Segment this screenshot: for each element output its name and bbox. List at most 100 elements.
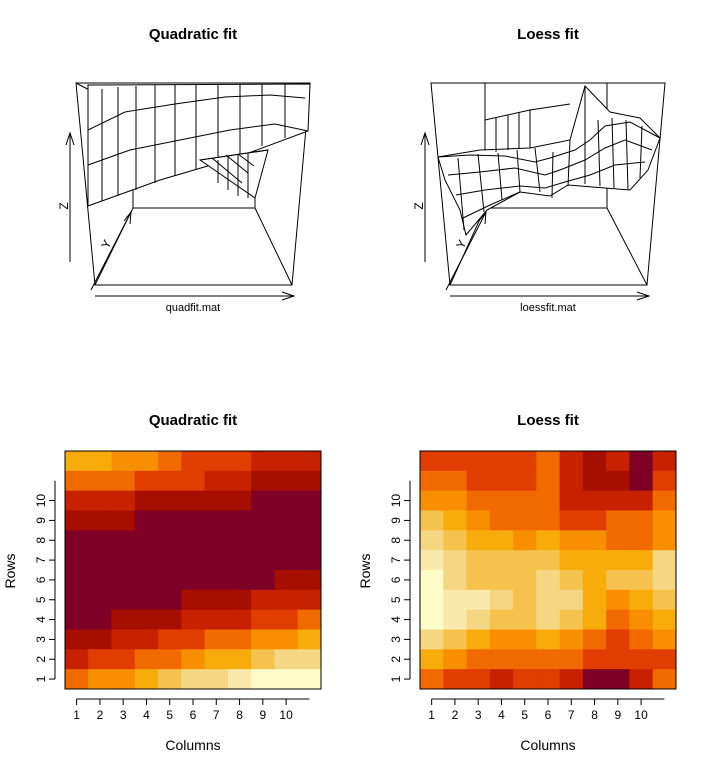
heatmap-cell xyxy=(652,629,677,650)
heatmap-cell xyxy=(443,451,467,472)
heatmap-cell xyxy=(274,629,299,650)
heatmap-cell xyxy=(88,649,112,670)
y-tick-label: 9 xyxy=(389,517,403,524)
heatmap-cell xyxy=(443,550,467,571)
heatmap-cell xyxy=(466,530,491,551)
heatmap-cell xyxy=(582,530,607,551)
heatmap-cell xyxy=(606,629,630,650)
heatmap-cell xyxy=(158,530,182,551)
heatmap-cell xyxy=(606,490,630,511)
y-tick-label: 6 xyxy=(389,576,403,583)
x-tick-label: 3 xyxy=(475,708,482,722)
heatmap-cell xyxy=(181,530,206,551)
heatmap-cell xyxy=(65,510,89,531)
heatmap-cell xyxy=(227,470,252,492)
heatmap-cell xyxy=(251,669,275,690)
heatmap-cell xyxy=(466,490,491,511)
y-tick-label: 3 xyxy=(34,636,48,643)
heatmap-cell xyxy=(536,589,561,611)
z-axis-label: Z xyxy=(412,202,426,209)
heatmap-cell xyxy=(204,530,229,551)
heatmap-cell xyxy=(629,570,654,591)
heatmap-cell xyxy=(466,451,491,472)
heatmap-cell xyxy=(111,510,136,531)
heatmap-cell xyxy=(606,550,630,571)
heatmap-cell xyxy=(204,470,229,492)
heatmap-cell xyxy=(204,609,229,630)
heatmap-cell xyxy=(134,570,159,591)
heatmap-cell xyxy=(420,530,444,551)
heatmap-cell xyxy=(420,589,444,611)
heatmap-cell xyxy=(134,589,159,611)
heatmap-cell xyxy=(204,669,229,690)
heatmap-cell xyxy=(420,629,444,650)
heatmap-cell xyxy=(181,490,206,511)
heatmap-cell xyxy=(227,530,252,551)
chart-title: Quadratic fit xyxy=(149,26,237,43)
heatmap-cell xyxy=(420,649,444,670)
heatmap-cell xyxy=(559,550,584,571)
heatmap-cell xyxy=(134,451,159,472)
heatmap-cell xyxy=(158,550,182,571)
heatmap-cell xyxy=(582,451,607,472)
heatmap-cell xyxy=(297,550,322,571)
heatmap-cell xyxy=(489,649,514,670)
y-tick-label: 1 xyxy=(34,675,48,682)
chart-title: Loess fit xyxy=(517,412,579,429)
heatmap-cells xyxy=(420,451,677,690)
surface-panel-loess: Loess fit xyxy=(412,26,666,314)
heatmap-cell xyxy=(158,589,182,611)
heatmap-cell xyxy=(251,570,275,591)
heatmap-cell xyxy=(489,609,514,630)
heatmap-cell xyxy=(274,451,299,472)
heatmap-cell xyxy=(582,510,607,531)
heatmap-cell xyxy=(420,490,444,511)
heatmap-cell xyxy=(297,589,322,611)
heatmap-cell xyxy=(88,530,112,551)
heatmap-cell xyxy=(227,570,252,591)
heatmap-cell xyxy=(111,649,136,670)
heatmap-cell xyxy=(227,490,252,511)
x-tick-label: 2 xyxy=(452,708,459,722)
heatmap-cell xyxy=(181,570,206,591)
surface-panel-quadratic: Quadratic fit xyxy=(57,26,311,314)
heatmap-cell xyxy=(274,490,299,511)
heatmap-cell xyxy=(466,629,491,650)
y-tick-label: 8 xyxy=(389,537,403,544)
heatmap-cell xyxy=(629,629,654,650)
heatmap-panel-quadratic: Quadratic fit 1 2 3 4 5 6 7 8 9 10 1 2 3 4 5 6 7 8 9 10 Col… xyxy=(2,412,322,753)
heatmap-cell xyxy=(297,649,322,670)
y-axis-label: Rows xyxy=(2,553,18,588)
heatmap-cell xyxy=(181,550,206,571)
x-tick-label: 8 xyxy=(591,708,598,722)
heatmap-cell xyxy=(559,629,584,650)
heatmap-cell xyxy=(251,609,275,630)
y-tick-label: 4 xyxy=(34,616,48,623)
x-tick-label: 2 xyxy=(97,708,104,722)
heatmap-cell xyxy=(274,470,299,492)
heatmap-cell xyxy=(513,550,537,571)
heatmap-cell xyxy=(204,649,229,670)
heatmap-cell xyxy=(652,550,677,571)
y-tick-label: 8 xyxy=(34,537,48,544)
heatmap-cell xyxy=(443,510,467,531)
heatmap-cell xyxy=(652,669,677,690)
heatmap-cell xyxy=(88,669,112,690)
heatmap-cell xyxy=(629,609,654,630)
heatmap-cell xyxy=(297,490,322,511)
y-tick-label: 6 xyxy=(34,576,48,583)
heatmap-cell xyxy=(606,649,630,670)
heatmap-cell xyxy=(111,470,136,492)
x-tick-label: 7 xyxy=(568,708,575,722)
heatmap-cell xyxy=(111,530,136,551)
heatmap-cell xyxy=(513,451,537,472)
heatmap-cell xyxy=(489,550,514,571)
heatmap-cell xyxy=(420,609,444,630)
chart-title: Quadratic fit xyxy=(149,412,237,429)
heatmap-cell xyxy=(204,510,229,531)
heatmap-cell xyxy=(466,550,491,571)
heatmap-cell xyxy=(443,669,467,690)
heatmap-axes: 1 2 3 4 5 6 7 8 9 10 1 2 3 4 5 6 7 8 9 10 xyxy=(34,450,322,722)
heatmap-cell xyxy=(65,649,89,670)
heatmap-cell xyxy=(204,490,229,511)
